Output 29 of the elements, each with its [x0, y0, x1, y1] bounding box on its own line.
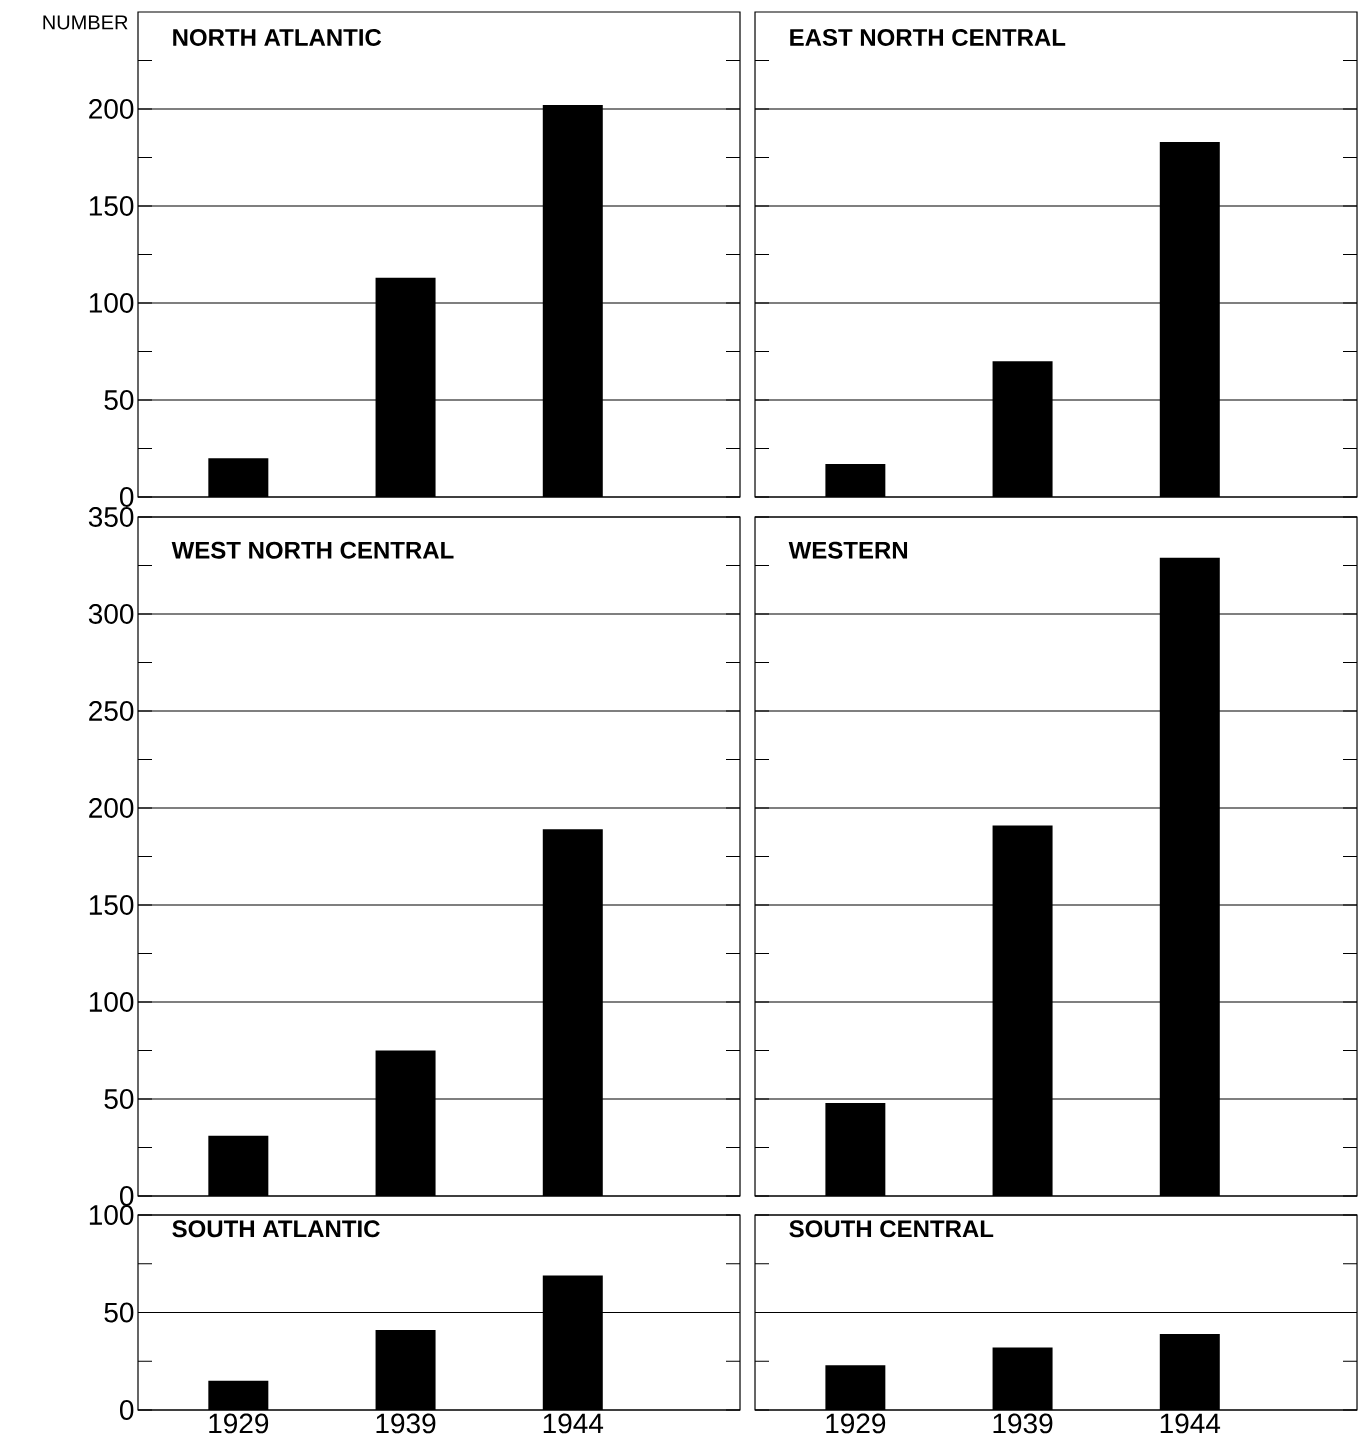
y-tick-label: 350	[88, 507, 134, 527]
y-tick-label: 150	[89, 895, 134, 915]
y-tick-label: 100	[89, 293, 134, 313]
chart-title: SOUTH ATLANTIC	[172, 1220, 380, 1238]
chart-title: SOUTH CENTRAL	[789, 1220, 994, 1238]
x-tick-label: 1944	[543, 1413, 604, 1434]
y-tick-label: 50	[104, 390, 134, 410]
x-tick-label: 1929	[209, 1413, 269, 1434]
y-tick-label: 0	[119, 1186, 134, 1206]
y-tick-label: 50	[104, 1089, 134, 1109]
y-tick-label: 0	[119, 1400, 134, 1420]
x-tick-label: 1939	[376, 1413, 436, 1434]
x-tick-label: 1944	[1160, 1413, 1221, 1434]
y-tick-label: 200	[89, 798, 134, 818]
y-tick-label: 50	[104, 1302, 134, 1323]
y-tick-label: 150	[89, 196, 134, 216]
y-tick-label: 250	[89, 701, 134, 721]
text: NORTH ATLANTIC	[173, 28, 382, 46]
x-tick-label: 1929	[826, 1413, 886, 1434]
y-tick-label: 200	[89, 99, 134, 119]
x-tick-label: 1939	[993, 1413, 1053, 1434]
text: WEST NORTH CENTRAL	[171, 541, 454, 559]
text: EAST NORTH CENTRAL	[790, 28, 1066, 46]
y-tick-label: 100	[89, 1205, 134, 1225]
y-axis-title: NUMBER	[43, 15, 128, 30]
y-tick-label: 0	[119, 487, 134, 507]
y-tick-label: 300	[88, 604, 134, 624]
y-tick-label: 100	[89, 992, 134, 1012]
text: WESTERN	[788, 541, 908, 559]
